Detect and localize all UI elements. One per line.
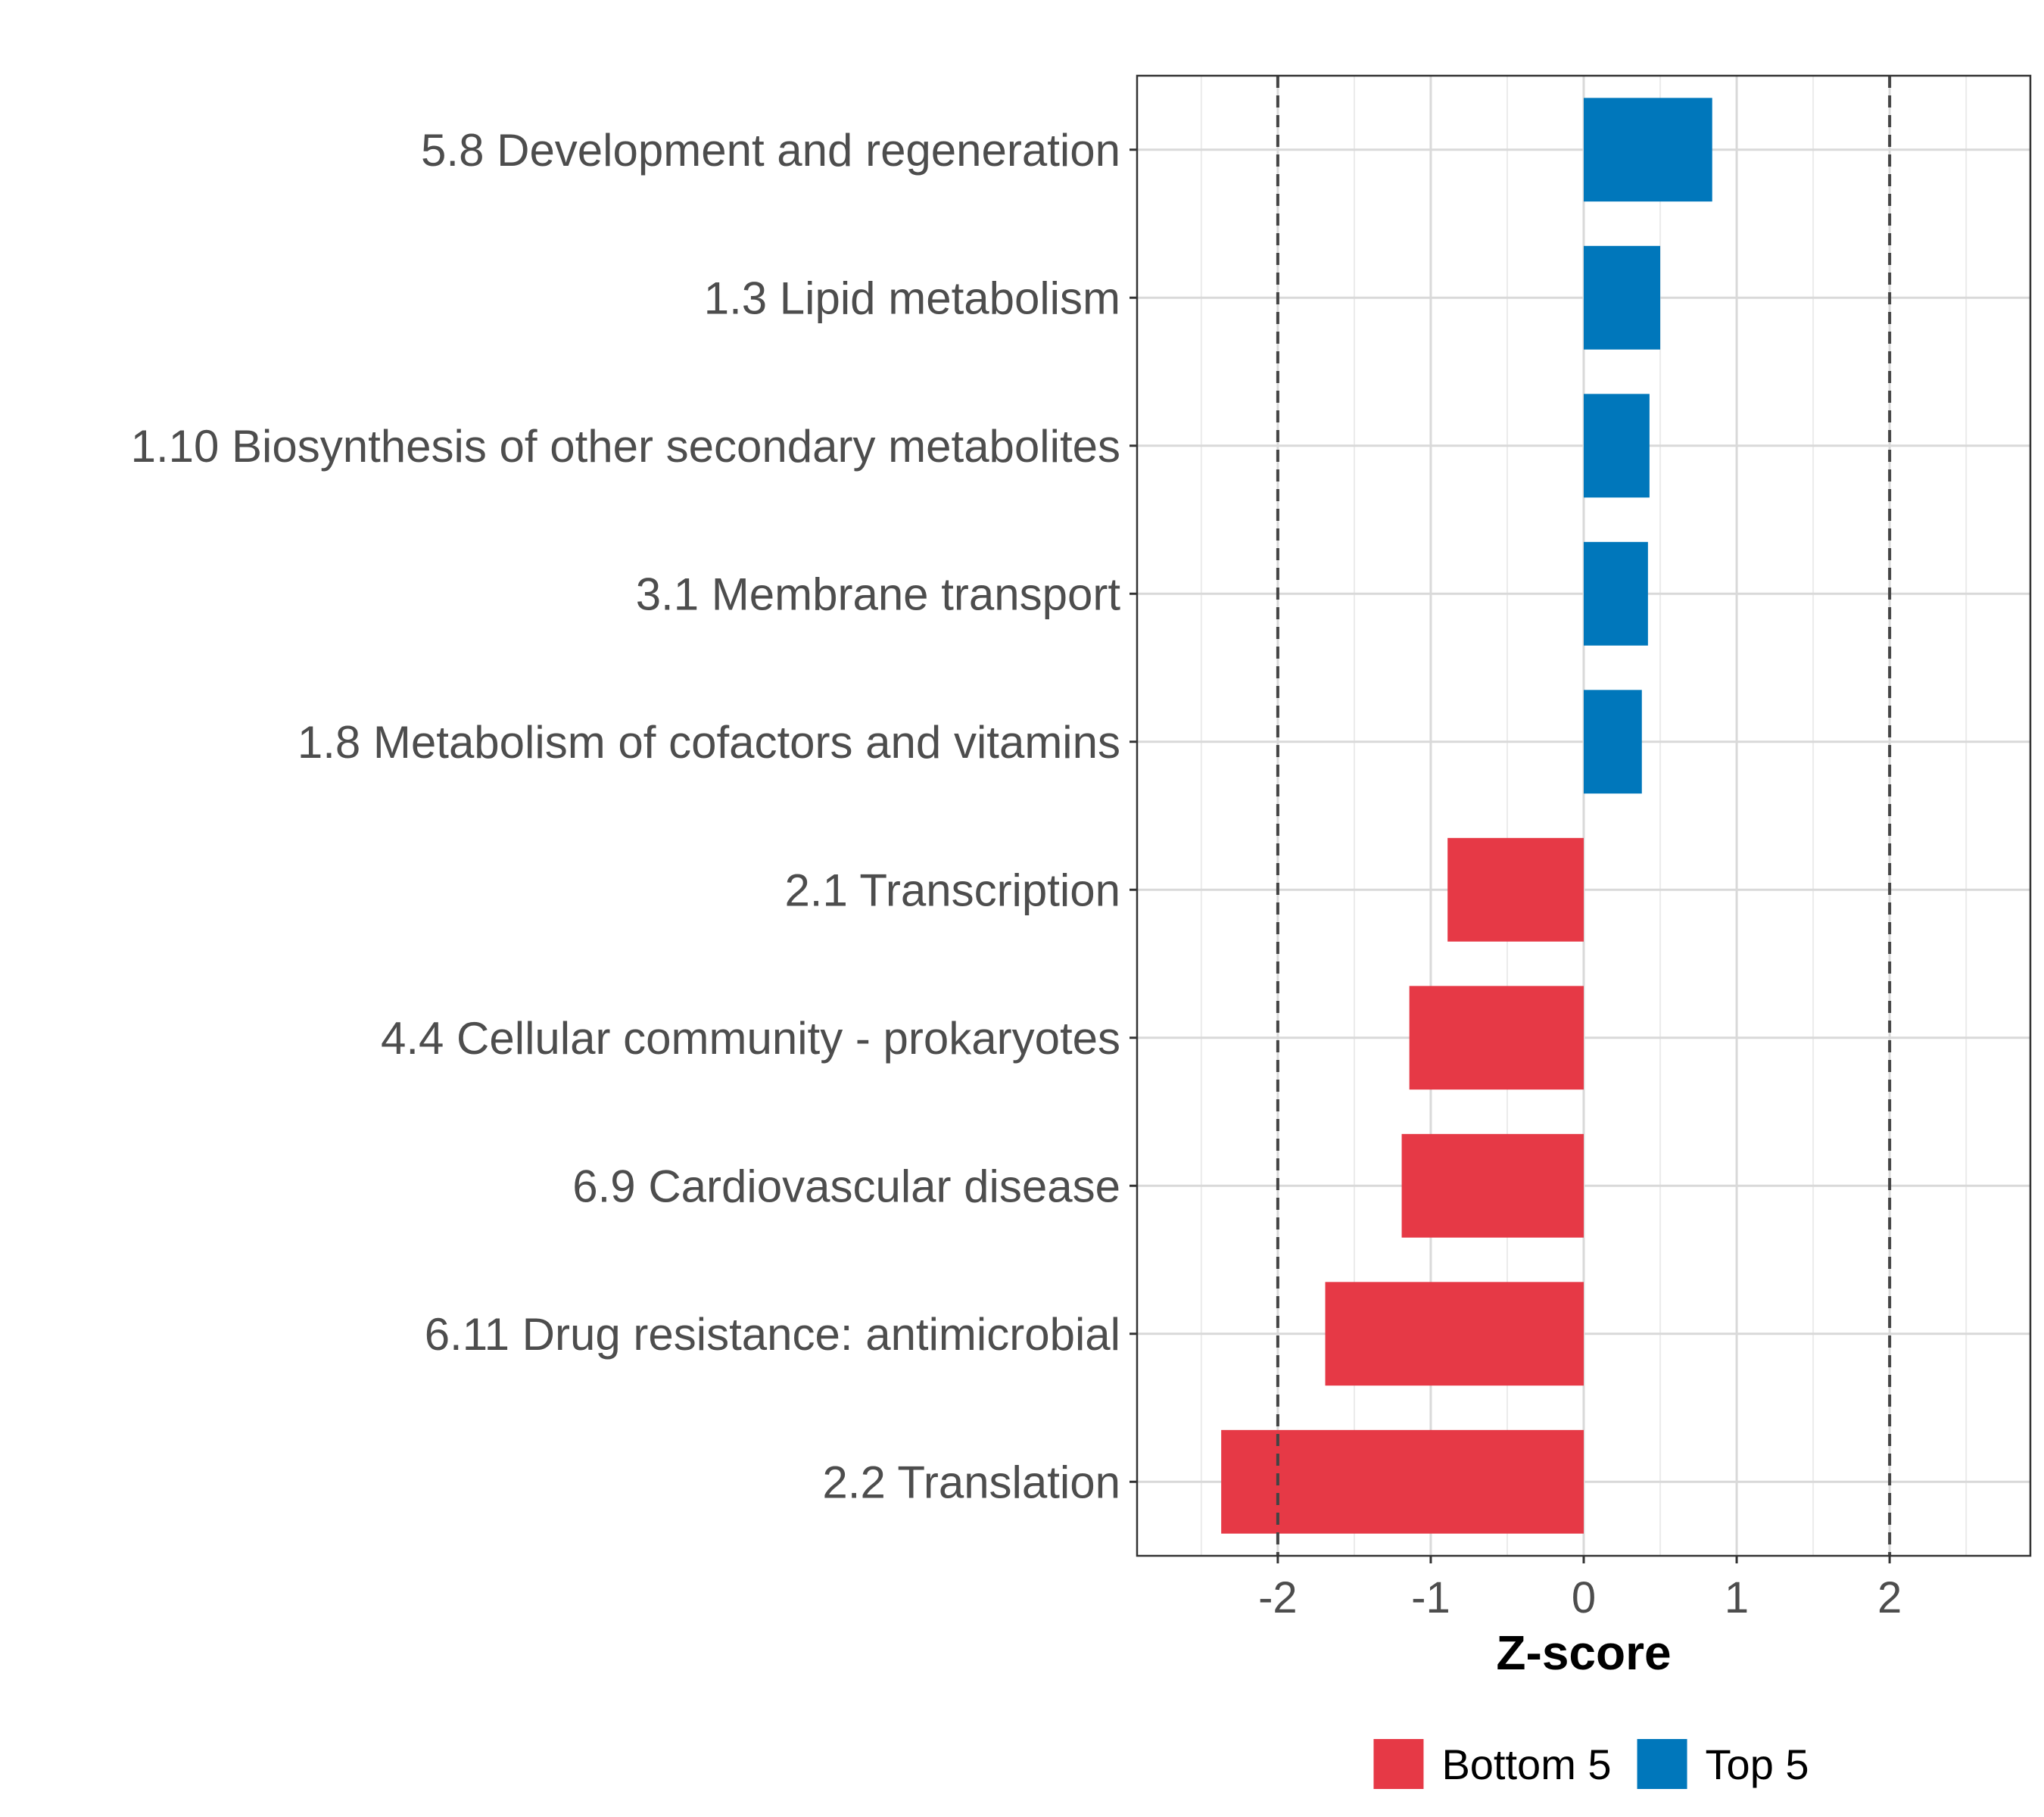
- legend-swatch-2: [1637, 1739, 1687, 1789]
- category-label: 1.8 Metabolism of cofactors and vitamins: [298, 717, 1120, 768]
- bar-5: [1584, 690, 1642, 794]
- legend-swatch-1: [1373, 1739, 1424, 1789]
- legend-label-1: Bottom 5: [1441, 1741, 1611, 1788]
- bar-2: [1584, 245, 1661, 350]
- reference-lines: [1276, 76, 1892, 1556]
- category-label: 3.1 Membrane transport: [636, 569, 1121, 619]
- bar-4: [1584, 541, 1648, 646]
- legend: Bottom 5 Top 5: [1373, 1739, 1809, 1789]
- category-label: 2.1 Transcription: [784, 865, 1120, 915]
- y-axis: 5.8 Development and regeneration 1.3 Lipi…: [131, 125, 1137, 1507]
- x-tick-label: 2: [1877, 1573, 1902, 1622]
- x-axis-title: Z-score: [1496, 1625, 1671, 1680]
- category-label: 2.2 Translation: [822, 1457, 1120, 1507]
- legend-label-2: Top 5: [1706, 1741, 1809, 1788]
- category-label: 5.8 Development and regeneration: [421, 125, 1120, 176]
- bar-10: [1221, 1429, 1584, 1534]
- x-tick-label: 0: [1572, 1573, 1596, 1622]
- bars: [1221, 98, 1712, 1534]
- bar-7: [1409, 986, 1584, 1090]
- bar-8: [1401, 1133, 1584, 1238]
- category-label: 6.11 Drug resistance: antimicrobial: [425, 1309, 1120, 1360]
- x-tick-label: -2: [1258, 1573, 1298, 1622]
- category-label: 6.9 Cardiovascular disease: [572, 1161, 1120, 1211]
- bar-9: [1325, 1282, 1584, 1386]
- x-tick-label: 1: [1725, 1573, 1749, 1622]
- x-tick-label: -1: [1411, 1573, 1450, 1622]
- bar-6: [1447, 837, 1584, 942]
- category-label: 1.3 Lipid metabolism: [704, 273, 1120, 323]
- category-label: 1.10 Biosynthesis of other secondary met…: [131, 421, 1120, 472]
- category-label: 4.4 Cellular community - prokaryotes: [381, 1013, 1120, 1064]
- bar-1: [1584, 98, 1712, 202]
- x-axis: -2 -1 0 1 2: [1258, 1556, 1902, 1622]
- bar-3: [1584, 394, 1650, 498]
